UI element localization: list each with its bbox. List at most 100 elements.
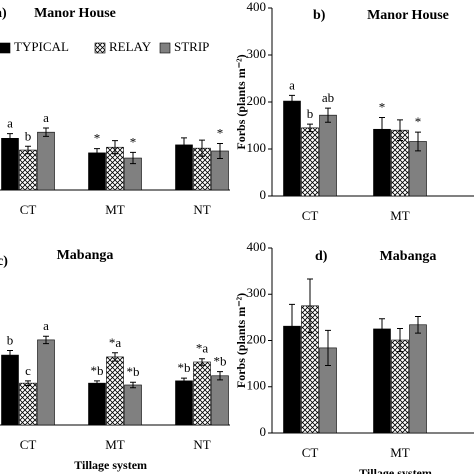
y-tick-label: 0	[260, 187, 267, 202]
y-tick-label: 0	[260, 424, 267, 439]
y-tick-label: 100	[247, 378, 267, 393]
bar-annotation: *	[94, 131, 101, 146]
bar	[19, 149, 37, 191]
legend-swatch	[0, 42, 11, 54]
y-axis-label: Forbs (plants m⁻²)	[234, 54, 248, 149]
x-tick-label: MT	[105, 437, 125, 452]
panel-label: c)	[0, 254, 8, 269]
chart-title: Mabanga	[57, 248, 114, 263]
error-bar	[25, 145, 31, 155]
error-bar	[415, 315, 421, 334]
bar	[409, 324, 427, 434]
error-bar	[397, 327, 403, 353]
bar	[37, 339, 55, 426]
bar	[19, 382, 37, 426]
legend-label: TYPICAL	[14, 39, 69, 54]
panel-label: d)	[315, 249, 328, 264]
bar-annotation: b	[7, 332, 14, 347]
y-tick-label: 100	[247, 140, 267, 155]
bar-annotation: *	[415, 114, 422, 129]
error-bar	[217, 142, 223, 160]
x-tick-label: NT	[193, 202, 210, 217]
bar-annotation: *b	[214, 354, 227, 369]
error-bar	[289, 303, 295, 349]
bar-annotation: *b	[178, 360, 191, 375]
error-bar	[379, 318, 385, 340]
bar-annotation: a	[43, 318, 49, 333]
y-axis-label: Forbs (plants m⁻²)	[234, 293, 248, 388]
bar-annotation: *	[130, 134, 137, 149]
bar-annotation: *	[217, 125, 224, 140]
legend-swatch	[159, 42, 171, 54]
bar	[88, 382, 106, 426]
bar-annotation: ab	[322, 90, 334, 105]
bar	[193, 361, 211, 426]
error-bar	[94, 148, 100, 158]
bar	[124, 384, 142, 426]
error-bar	[307, 123, 313, 133]
panel-label: a)	[0, 6, 7, 21]
error-bar	[181, 377, 187, 385]
chart-title: Mabanga	[380, 249, 437, 264]
error-bar	[43, 335, 49, 345]
x-tick-label: CT	[20, 202, 37, 217]
bar-annotation: a	[7, 116, 13, 131]
error-bar	[325, 107, 331, 123]
error-bar	[7, 133, 13, 144]
error-bar	[181, 137, 187, 153]
bar	[175, 380, 193, 426]
error-bar	[112, 352, 118, 362]
error-bar	[379, 117, 385, 142]
error-bar	[289, 94, 295, 108]
y-tick-label: 200	[247, 331, 267, 346]
error-bar	[397, 119, 403, 142]
bar	[391, 339, 409, 434]
bar-annotation: c	[25, 363, 31, 378]
bar-annotation: *b	[127, 364, 140, 379]
bar	[88, 152, 106, 191]
legend-label: STRIP	[174, 39, 209, 54]
bar	[37, 131, 55, 191]
y-tick-label: 400	[247, 0, 267, 14]
x-tick-label: CT	[20, 437, 37, 452]
bar	[211, 375, 229, 426]
error-bar	[307, 278, 313, 334]
error-bar	[130, 381, 136, 389]
x-tick-label: MT	[390, 208, 410, 223]
bar	[319, 114, 337, 197]
bar	[1, 354, 19, 426]
y-tick-label: 300	[247, 285, 267, 300]
chart-title: Manor House	[34, 6, 116, 21]
bar-annotation: b	[25, 128, 32, 143]
error-bar	[112, 140, 118, 155]
bar	[301, 127, 319, 197]
error-bar	[25, 380, 31, 386]
bar	[1, 138, 19, 191]
bar	[283, 100, 301, 197]
x-axis-label: Tillage system	[74, 458, 147, 472]
y-tick-label: 400	[247, 239, 267, 254]
x-tick-label: CT	[302, 445, 319, 460]
x-axis-label: Tillage system	[359, 466, 432, 474]
y-tick-label: 200	[247, 93, 267, 108]
error-bar	[325, 329, 331, 366]
x-tick-label: NT	[193, 437, 210, 452]
error-bar	[94, 380, 100, 386]
error-bar	[217, 371, 223, 381]
bar-annotation: a	[43, 110, 49, 125]
bar-annotation: *a	[196, 341, 209, 356]
y-tick-label: 300	[247, 46, 267, 61]
bar	[373, 328, 391, 434]
x-tick-label: CT	[302, 208, 319, 223]
bar-annotation: *b	[91, 363, 104, 378]
error-bar	[43, 127, 49, 137]
error-bar	[415, 131, 421, 152]
error-bar	[199, 139, 205, 157]
x-tick-label: MT	[390, 445, 410, 460]
legend-label: RELAY	[109, 39, 152, 54]
bar-annotation: a	[289, 77, 295, 92]
bar-annotation: b	[307, 106, 314, 121]
error-bar	[130, 151, 136, 165]
panel-label: b)	[313, 8, 326, 23]
